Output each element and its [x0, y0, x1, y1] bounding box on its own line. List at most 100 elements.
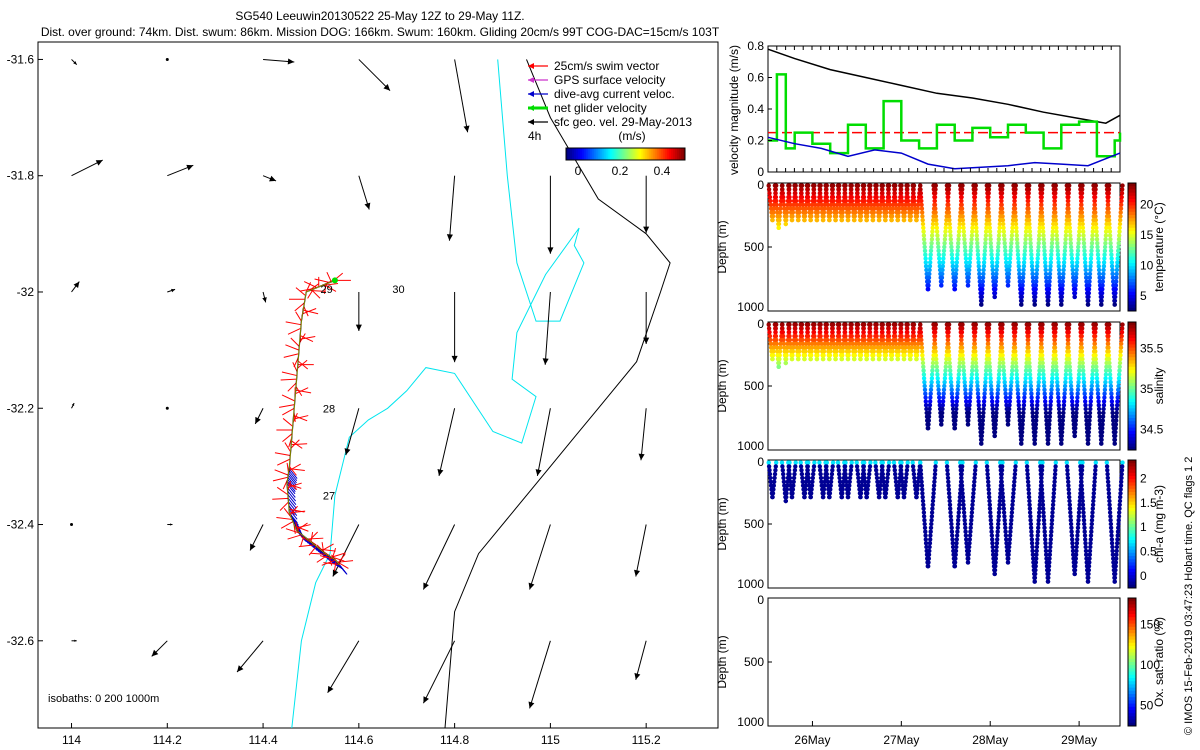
profile-point	[1110, 271, 1115, 277]
profile-point	[932, 333, 937, 339]
profile-point	[898, 460, 903, 465]
profile-point	[947, 502, 953, 507]
profile-point	[884, 483, 889, 488]
profile-point	[1095, 241, 1100, 246]
day-label: 27	[323, 490, 335, 502]
profile-point	[971, 483, 977, 488]
profile-point	[1082, 529, 1087, 534]
profile-point	[1005, 560, 1011, 565]
profile-point	[958, 191, 963, 196]
profile-point	[1001, 502, 1006, 507]
profile-point	[1099, 429, 1105, 435]
profile-point	[1039, 210, 1045, 215]
profile-point	[1078, 187, 1083, 192]
profile-point	[950, 260, 955, 265]
profile-point	[1014, 229, 1019, 234]
profile-point	[1087, 552, 1093, 557]
profile-point	[773, 333, 779, 339]
profile-point	[883, 494, 888, 500]
profile-point	[987, 360, 992, 366]
profile-point	[926, 275, 932, 280]
lat-tick-label: -31.8	[7, 169, 35, 183]
profile-point	[995, 248, 1001, 253]
profile-point	[812, 198, 817, 204]
profile-point	[822, 345, 827, 350]
panel-colorbar-cell	[1128, 565, 1136, 570]
profile-point	[1038, 183, 1043, 188]
profile-point	[954, 395, 960, 400]
profile-point	[1064, 225, 1069, 230]
colorbar-cell	[571, 148, 575, 160]
profile-point	[843, 194, 848, 200]
profile-point	[939, 422, 944, 427]
profile-point	[766, 464, 772, 469]
vector-shaft	[422, 640, 456, 704]
profile-point	[873, 326, 878, 331]
profile-point	[934, 221, 939, 227]
date-tick-label: 27May	[883, 733, 919, 747]
profile-point	[1081, 368, 1086, 373]
profile-point	[885, 322, 890, 327]
profile-point	[852, 214, 857, 219]
profile-point	[1074, 541, 1080, 546]
profile-point	[886, 326, 891, 331]
profile-point	[1011, 322, 1016, 327]
profile-point	[1118, 217, 1123, 223]
profile-point	[912, 341, 917, 346]
profile-point	[994, 544, 999, 550]
profile-point	[1118, 483, 1124, 488]
profile-point	[958, 194, 964, 200]
profile-point	[1007, 406, 1012, 412]
depth-ytick-label: 0	[757, 593, 764, 607]
profile-point	[792, 326, 798, 331]
profile-point	[1051, 183, 1056, 188]
profile-point	[806, 341, 812, 346]
profile-point	[998, 322, 1003, 327]
panel-colorbar-tick: 5	[1140, 289, 1147, 303]
profile-point	[967, 544, 972, 550]
profile-point	[1115, 395, 1120, 400]
profile-point	[946, 491, 952, 496]
profile-point	[950, 399, 955, 404]
profile-point	[903, 479, 908, 484]
profile-point	[1094, 364, 1099, 369]
profile-point	[1043, 537, 1048, 542]
profile-point	[784, 487, 790, 492]
swim-vector	[276, 517, 293, 520]
profile-point	[1120, 183, 1125, 188]
swim-vector	[299, 335, 314, 343]
profile-point	[1105, 330, 1110, 335]
profile-point	[861, 191, 866, 196]
profile-point	[1115, 529, 1121, 534]
swim-vector	[285, 528, 301, 534]
profile-point	[1022, 256, 1027, 261]
profile-point	[1117, 360, 1123, 366]
profile-point	[966, 410, 972, 416]
profile-point	[933, 460, 938, 465]
profile-point	[1038, 191, 1043, 196]
profile-point	[869, 202, 874, 207]
profile-point	[937, 395, 942, 400]
panel-colorbar-cell	[1128, 556, 1136, 560]
profile-point	[774, 202, 779, 207]
profile-point	[1070, 544, 1075, 550]
panel-colorbar-cell	[1128, 687, 1136, 692]
profile-point	[1118, 349, 1123, 354]
profile-point	[844, 341, 849, 346]
velocity-series	[768, 73, 1122, 158]
profile-point	[993, 283, 998, 288]
profile-point	[926, 564, 931, 569]
profile-point	[1025, 471, 1030, 477]
profile-point	[1046, 290, 1052, 296]
profile-point	[1086, 433, 1091, 439]
profile-point	[966, 279, 971, 284]
profile-point	[1028, 387, 1034, 392]
profile-point	[780, 191, 785, 196]
profile-point	[1079, 210, 1085, 215]
profile-point	[985, 198, 991, 204]
profile-point	[1060, 426, 1065, 431]
profile-point	[973, 360, 979, 366]
profile-point	[1114, 406, 1120, 412]
profile-point	[972, 471, 978, 477]
profile-point	[909, 349, 914, 354]
